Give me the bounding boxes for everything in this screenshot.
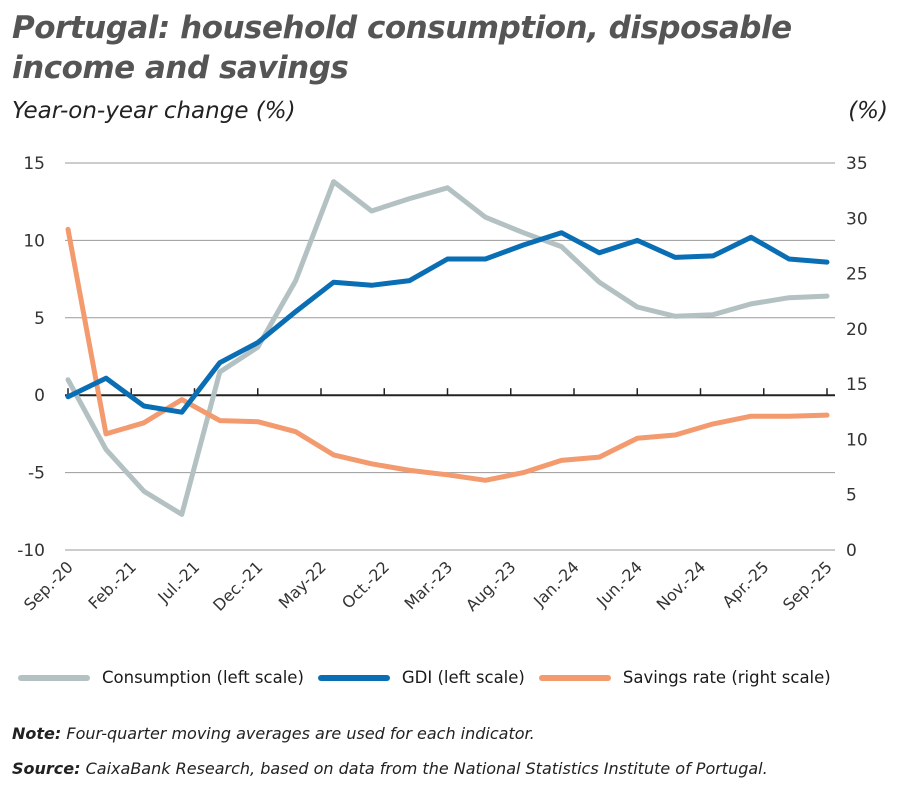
- right-tick-label: 10: [846, 430, 868, 450]
- left-tick-label: 15: [23, 154, 45, 174]
- legend: Consumption (left scale) GDI (left scale…: [18, 668, 890, 687]
- legend-label: Consumption (left scale): [102, 668, 304, 687]
- series-line-savings: [65, 226, 830, 483]
- x-tick-label: Aug.-23: [462, 557, 520, 615]
- series-line-gdi: [65, 230, 830, 415]
- left-tick-label: 10: [23, 231, 45, 251]
- legend-swatch: [18, 674, 90, 681]
- source: Source: CaixaBank Research, based on dat…: [12, 759, 768, 778]
- right-axis-unit: (%): [848, 98, 888, 124]
- source-text: CaixaBank Research, based on data from t…: [85, 759, 768, 778]
- x-tick-label: Apr.-25: [719, 557, 773, 611]
- legend-label: Savings rate (right scale): [622, 668, 831, 687]
- right-tick-label: 30: [846, 209, 868, 229]
- x-tick-label: Sep.-20: [20, 557, 77, 614]
- right-tick-label: 35: [846, 154, 868, 174]
- legend-swatch: [317, 674, 390, 681]
- right-tick-label: 5: [846, 486, 857, 506]
- right-tick-label: 15: [846, 375, 868, 395]
- x-tick-label: Oct.-22: [338, 557, 393, 612]
- x-tick-label: Jan.-24: [529, 557, 583, 611]
- right-tick-label: 0: [846, 541, 857, 561]
- x-tick-label: Sep.-25: [779, 557, 836, 614]
- left-tick-label: 5: [34, 309, 45, 329]
- series-line-consumption: [65, 179, 830, 517]
- x-tick-label: Jun.-24: [592, 557, 646, 611]
- right-tick-label: 25: [846, 265, 868, 285]
- legend-item-savings: Savings rate (right scale): [538, 668, 831, 687]
- title-line-1: Portugal: household consumption, disposa…: [12, 10, 792, 46]
- title-line-2: income and savings: [12, 50, 349, 86]
- note-text: Four-quarter moving averages are used fo…: [66, 724, 535, 743]
- x-tick-label: Nov.-24: [653, 557, 710, 614]
- legend-swatch: [538, 674, 611, 681]
- x-tick-label: Jul.-21: [153, 557, 203, 607]
- x-tick-label: Feb.-21: [85, 557, 141, 613]
- left-tick-label: -10: [17, 541, 45, 561]
- source-label: Source:: [12, 759, 81, 778]
- legend-item-gdi: GDI (left scale): [317, 668, 525, 687]
- left-tick-label: -5: [28, 464, 45, 484]
- legend-label: GDI (left scale): [401, 668, 525, 687]
- right-tick-label: 20: [846, 320, 868, 340]
- x-tick-label: May-22: [275, 557, 330, 612]
- chart-title: Portugal: household consumption, disposa…: [12, 8, 792, 88]
- note-label: Note:: [12, 724, 62, 743]
- x-tick-label: Mar.-23: [401, 557, 457, 613]
- x-tick-label: Dec.-21: [209, 557, 266, 614]
- left-axis-unit: Year-on-year change (%): [12, 98, 296, 124]
- legend-item-consumption: Consumption (left scale): [18, 668, 304, 687]
- note: Note: Four-quarter moving averages are u…: [12, 724, 535, 743]
- left-tick-label: 0: [34, 386, 45, 406]
